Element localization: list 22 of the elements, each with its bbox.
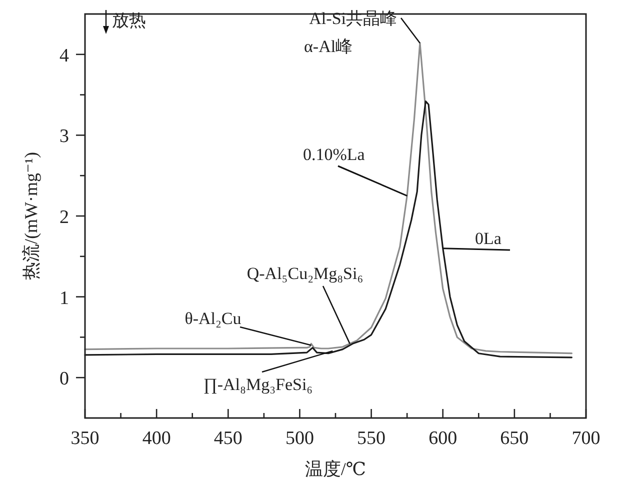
x-axis-title: 温度/℃ (304, 459, 366, 479)
y-axis-title: 热流/(mW·mg⁻¹) (21, 152, 41, 280)
y-tick-label: 1 (60, 288, 69, 309)
y-tick-label: 3 (60, 126, 69, 148)
annotation: ∏-Al₈Mg₃FeSi₆ (203, 375, 313, 394)
x-tick-label: 550 (357, 428, 386, 449)
x-tick-label: 600 (428, 428, 458, 449)
annotation: α-Al峰 (304, 37, 353, 56)
y-tick-label: 2 (60, 207, 69, 228)
y-tick-label: 4 (60, 45, 70, 66)
x-tick-label: 650 (500, 428, 529, 449)
y-tick-label: 0 (60, 368, 69, 390)
text: 0.10%La (303, 145, 366, 164)
annotation: θ-Al₂Cu (184, 309, 242, 328)
x-tick-label: 700 (572, 428, 600, 449)
annotation: Q-Al₅Cu₂Mg₈Si₆ (246, 264, 364, 283)
annotation: 放热 (112, 11, 146, 30)
x-tick-label: 500 (285, 428, 314, 449)
x-tick-label: 450 (214, 428, 242, 449)
series-label: 0La (475, 229, 502, 248)
x-tick-label: 350 (70, 428, 100, 449)
x-tick-label: 400 (142, 428, 171, 449)
